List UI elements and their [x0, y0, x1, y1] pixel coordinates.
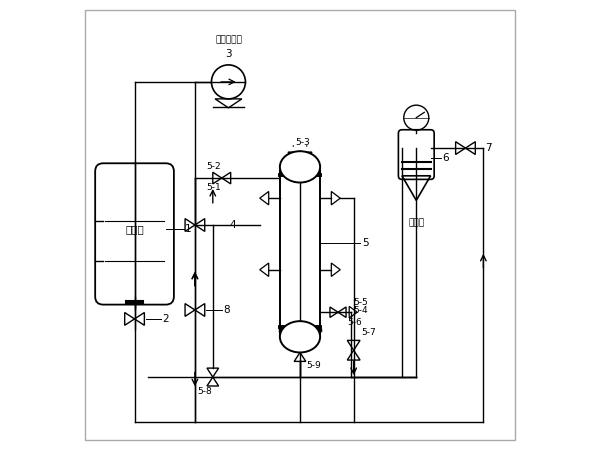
- Text: 8: 8: [223, 305, 230, 315]
- Text: 备料罐: 备料罐: [125, 225, 144, 234]
- Text: 5-4: 5-4: [353, 306, 368, 315]
- Text: 5-3: 5-3: [295, 138, 310, 147]
- Text: 3: 3: [225, 49, 232, 58]
- Text: 1: 1: [185, 225, 191, 234]
- Text: 5-9: 5-9: [307, 361, 322, 370]
- Text: 6: 6: [442, 153, 449, 163]
- FancyBboxPatch shape: [95, 163, 174, 305]
- Text: 2: 2: [163, 314, 169, 324]
- Text: 5-7: 5-7: [362, 328, 376, 337]
- Text: 4: 4: [230, 220, 236, 230]
- Text: 原水循环泵: 原水循环泵: [215, 36, 242, 45]
- Text: 过滤器: 过滤器: [408, 218, 424, 227]
- FancyBboxPatch shape: [280, 167, 320, 337]
- Text: 5: 5: [362, 238, 369, 248]
- Text: 5-8: 5-8: [197, 387, 212, 396]
- Text: 5-5: 5-5: [353, 298, 368, 307]
- Ellipse shape: [280, 321, 320, 352]
- Text: 5-6: 5-6: [347, 318, 362, 327]
- Text: 5-1: 5-1: [206, 184, 221, 193]
- Text: 5-2: 5-2: [206, 162, 221, 171]
- Ellipse shape: [280, 151, 320, 183]
- FancyBboxPatch shape: [398, 130, 434, 180]
- Text: 7: 7: [485, 143, 492, 153]
